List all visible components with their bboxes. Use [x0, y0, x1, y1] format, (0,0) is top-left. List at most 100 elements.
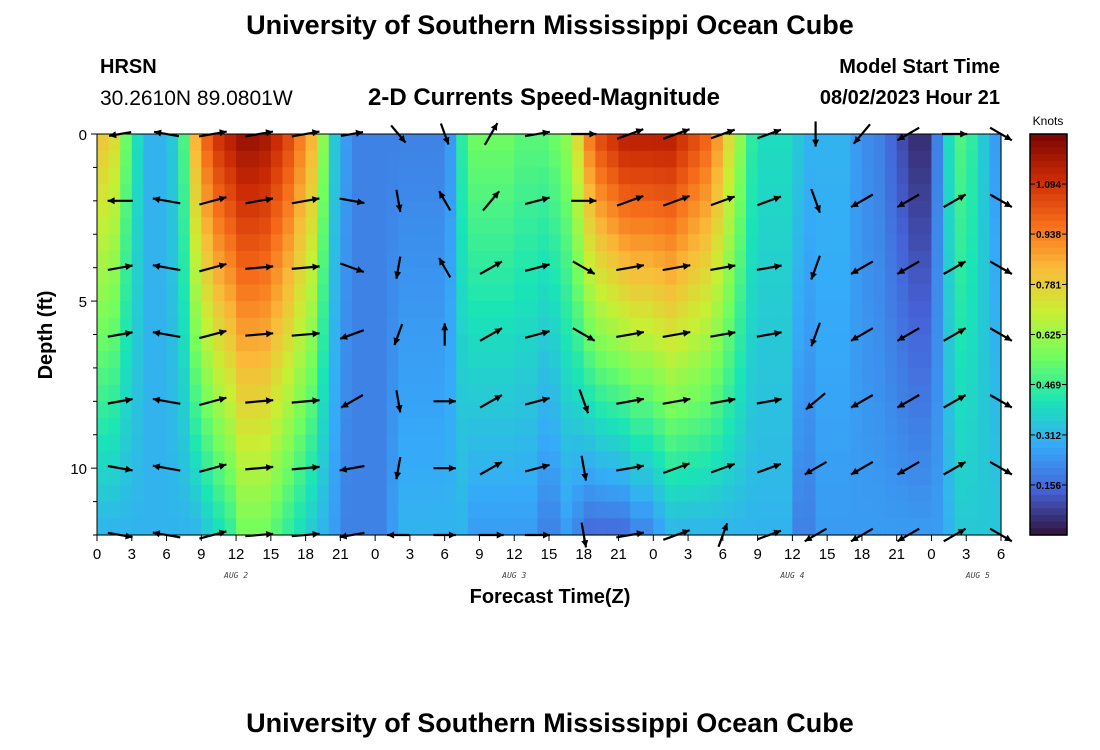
heatmap-cell — [131, 167, 144, 185]
heatmap-cell — [433, 334, 446, 352]
heatmap-cell — [398, 434, 411, 453]
heatmap-cell — [618, 200, 631, 219]
current-arrow — [395, 189, 403, 213]
heatmap-cell — [317, 234, 330, 252]
heatmap-cell — [734, 434, 747, 453]
heatmap-cell — [166, 384, 179, 402]
heatmap-cell — [282, 217, 295, 235]
heatmap-cell — [595, 250, 608, 269]
heatmap-cell — [583, 250, 596, 269]
heatmap-cell — [375, 518, 388, 536]
heatmap-cell — [780, 401, 793, 419]
y-tick-label: 0 — [79, 127, 87, 144]
current-arrow — [810, 322, 821, 347]
heatmap-cell — [815, 351, 828, 369]
heatmap-cell — [479, 434, 492, 453]
heatmap-cell — [861, 234, 875, 252]
heatmap-cell — [873, 434, 886, 453]
heatmap-cell — [212, 351, 226, 369]
heatmap-cell — [456, 401, 469, 419]
heatmap-cell — [861, 418, 875, 436]
heatmap-cell — [259, 200, 272, 219]
heatmap-cell — [560, 217, 573, 235]
heatmap-cell — [270, 484, 284, 503]
heatmap-cell — [943, 518, 956, 536]
colorbar-segment — [1030, 421, 1067, 429]
heatmap-cell — [270, 317, 284, 336]
heatmap-cell — [838, 367, 851, 386]
heatmap-cell — [850, 317, 863, 336]
heatmap-cell — [433, 434, 446, 453]
colorbar-tick-label: 0.156 — [1036, 481, 1061, 492]
heatmap-cell — [630, 200, 643, 219]
heatmap-cell — [236, 250, 249, 269]
heatmap-cell — [931, 468, 944, 486]
heatmap-cell — [583, 451, 596, 469]
heatmap-cell — [108, 301, 121, 319]
heatmap-cell — [502, 468, 515, 486]
heatmap-cell — [653, 367, 666, 386]
heatmap-cell — [340, 150, 353, 169]
heatmap-cell — [873, 518, 886, 536]
heatmap-cell — [664, 418, 678, 436]
heatmap-cell — [247, 200, 260, 219]
heatmap-cell — [815, 284, 828, 302]
heatmap-cell — [653, 250, 666, 269]
heatmap-cell — [444, 484, 457, 503]
heatmap-cell — [143, 284, 156, 302]
heatmap-cell — [676, 301, 689, 319]
x-tick-label: 9 — [197, 546, 205, 563]
heatmap-cell — [502, 167, 515, 185]
heatmap-cell — [618, 284, 631, 302]
heatmap-cell — [363, 284, 376, 302]
heatmap-cell — [803, 351, 817, 369]
current-arrow — [756, 396, 782, 405]
heatmap-cell — [502, 501, 515, 519]
heatmap-cell — [815, 150, 828, 169]
heatmap-cell — [120, 351, 133, 369]
heatmap-cell — [908, 200, 921, 219]
heatmap-cell — [282, 468, 295, 486]
heatmap-cell — [467, 267, 481, 285]
heatmap-cell — [178, 518, 191, 536]
heatmap-cell — [108, 367, 121, 386]
heatmap-cell — [201, 167, 214, 185]
heatmap-cell — [780, 434, 793, 453]
heatmap-cell — [583, 484, 596, 503]
heatmap-cell — [815, 184, 828, 202]
heatmap-cell — [491, 434, 504, 453]
heatmap-cell — [676, 334, 689, 352]
heatmap-cell — [479, 451, 492, 469]
colorbar-segment — [1030, 180, 1067, 189]
heatmap-cell — [166, 284, 179, 302]
heatmap-cell — [699, 351, 712, 369]
heatmap-cell — [711, 401, 724, 419]
heatmap-cell — [294, 317, 307, 336]
heatmap-cell — [456, 184, 469, 202]
current-arrow — [943, 394, 967, 409]
heatmap-cell — [664, 167, 678, 185]
heatmap-cell — [803, 301, 817, 319]
heatmap-cell — [259, 518, 272, 536]
heatmap-cell — [908, 451, 921, 469]
current-arrow — [433, 464, 456, 472]
heatmap-cell — [966, 351, 979, 369]
heatmap-cell — [444, 284, 457, 302]
colorbar-segment — [1030, 234, 1067, 242]
heatmap-cell — [120, 367, 133, 386]
heatmap-cell — [398, 468, 411, 486]
heatmap-cell — [189, 334, 202, 352]
heatmap-cell — [491, 518, 504, 536]
heatmap-cell — [931, 351, 944, 369]
heatmap-cell — [514, 351, 527, 369]
x-tick-label: 3 — [128, 546, 136, 563]
heatmap-cell — [769, 468, 782, 486]
heatmap-cell — [769, 200, 782, 219]
heatmap-cell — [178, 250, 191, 269]
current-arrow — [394, 456, 402, 480]
x-tick-label: 9 — [753, 546, 761, 563]
heatmap-cell — [595, 384, 608, 402]
heatmap-cell — [618, 451, 631, 469]
heatmap-cell — [224, 200, 237, 219]
heatmap-cell — [236, 351, 249, 369]
